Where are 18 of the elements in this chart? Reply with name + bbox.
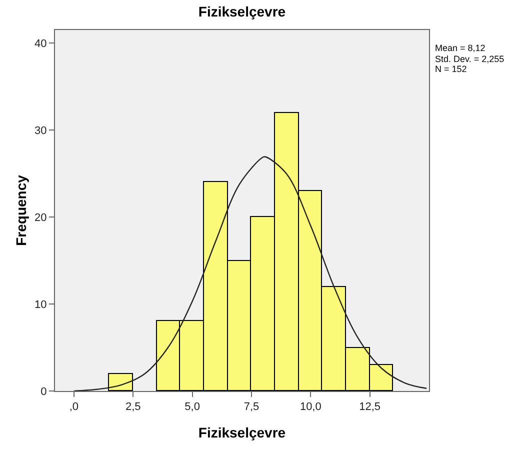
y-tick-label: 20	[34, 212, 47, 224]
y-axis-title: Frequency	[13, 174, 30, 246]
x-tick-label: 5,0	[184, 401, 200, 414]
x-tick-label: 10,0	[300, 401, 322, 414]
y-tick-label: 30	[34, 124, 47, 137]
x-tick-label: 12,5	[359, 401, 381, 414]
x-tick-label: 2,5	[125, 401, 141, 414]
text: Std. Dev. = 2,255	[435, 54, 504, 64]
y-tick-label: 10	[34, 298, 47, 311]
x-axis-title: Fizikselçevre	[198, 424, 286, 440]
y-tick-label: 0	[40, 386, 47, 398]
chart-title: Fizikselçevre	[198, 4, 286, 20]
text: N = 152	[435, 64, 467, 74]
line-series	[73, 156, 428, 391]
text: Mean = 8,12	[435, 43, 486, 53]
x-tick-label: ,0	[69, 401, 79, 414]
y-tick-label: 40	[34, 38, 47, 50]
x-tick-label: 7,5	[244, 401, 260, 414]
